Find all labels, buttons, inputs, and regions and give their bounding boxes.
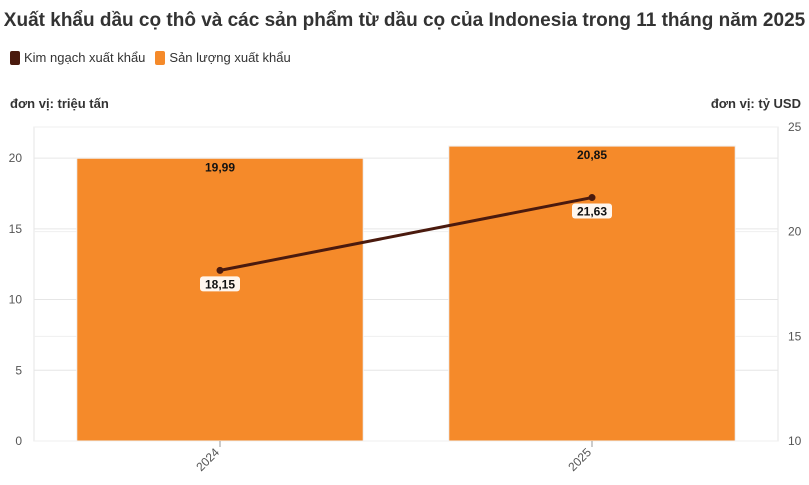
bar-value-label: 20,85 <box>577 148 607 162</box>
right-axis-unit: đơn vị: tỷ USD <box>710 96 801 111</box>
legend: Kim ngạch xuất khẩu Sản lượng xuất khẩu <box>10 50 301 65</box>
y-right-tick-label: 25 <box>788 120 802 134</box>
bar <box>76 157 364 442</box>
left-axis-unit: đơn vị: triệu tấn <box>10 96 109 111</box>
line-point <box>216 266 224 274</box>
legend-label-value: Kim ngạch xuất khẩu <box>24 50 146 65</box>
bar-value-label: 19,99 <box>205 160 235 174</box>
x-tick-label: 2025 <box>565 445 594 474</box>
line-point <box>588 194 596 202</box>
y-left-tick-label: 15 <box>9 222 23 236</box>
line-value-label: 21,63 <box>577 205 607 219</box>
line-value-label: 18,15 <box>205 277 235 291</box>
y-left-tick-label: 10 <box>9 293 23 307</box>
line-series <box>219 196 593 272</box>
bar <box>448 145 736 442</box>
legend-swatch-value <box>10 50 20 65</box>
chart-title: Xuất khẩu dầu cọ thô và các sản phẩm từ … <box>3 10 806 31</box>
legend-swatch-volume <box>155 50 166 65</box>
legend-item-value[interactable]: Kim ngạch xuất khẩu <box>10 50 145 65</box>
line-label-bg <box>572 203 612 219</box>
legend-label-volume: Sản lượng xuất khẩu <box>169 50 291 65</box>
legend-item-volume[interactable]: Sản lượng xuất khẩu <box>155 50 291 65</box>
x-tick-label: 2024 <box>193 445 222 474</box>
y-left-tick-label: 20 <box>9 151 23 165</box>
y-right-tick-label: 10 <box>788 434 802 448</box>
line-label-bg <box>200 276 240 292</box>
y-right-tick-label: 20 <box>788 225 802 239</box>
y-left-tick-label: 0 <box>15 434 22 448</box>
y-right-tick-label: 15 <box>788 329 802 343</box>
y-left-tick-label: 5 <box>15 363 22 377</box>
